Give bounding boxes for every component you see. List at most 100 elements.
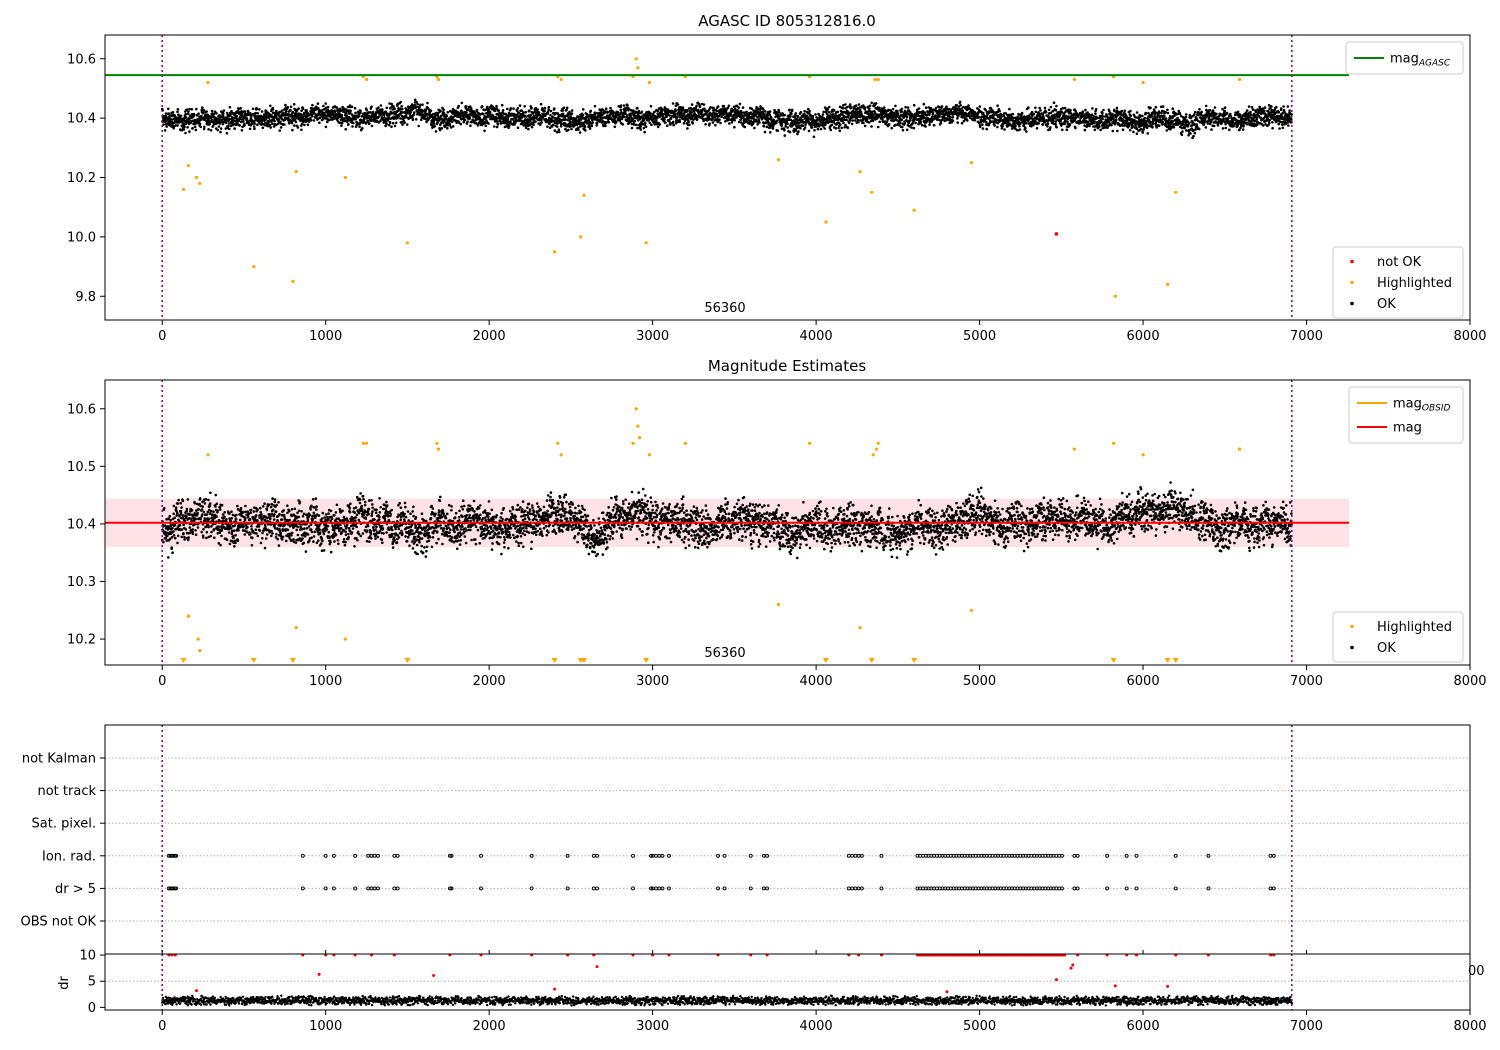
ok-point	[1047, 108, 1051, 112]
ok-point	[719, 121, 722, 125]
ok-point	[753, 126, 756, 130]
ok-point	[553, 107, 556, 110]
ok-point	[922, 102, 926, 106]
ok-point	[1129, 109, 1132, 113]
ok-point	[372, 116, 376, 119]
ok-point	[167, 112, 171, 115]
ok-point	[711, 121, 715, 124]
ok-point	[691, 122, 694, 125]
ok-point	[967, 104, 970, 107]
ok-point	[260, 110, 264, 113]
ok-point	[832, 121, 836, 124]
ok-point	[669, 123, 672, 126]
ok-point	[862, 121, 865, 125]
ok-point	[863, 124, 867, 128]
ok-point	[202, 109, 206, 112]
ok-point	[1027, 106, 1030, 110]
ok-point	[900, 118, 903, 122]
ok-point	[164, 112, 168, 115]
ok-point	[788, 130, 792, 134]
ok-point	[322, 104, 325, 108]
ok-point	[390, 125, 393, 129]
ok-point	[844, 123, 847, 127]
ok-point	[993, 124, 996, 127]
ok-point	[1101, 115, 1105, 118]
ok-point	[496, 123, 500, 126]
ok-point	[568, 110, 571, 114]
ok-point	[195, 107, 198, 111]
ok-point	[981, 127, 985, 130]
ok-point	[891, 107, 895, 111]
ok-point	[419, 103, 422, 107]
ok-point	[368, 122, 371, 125]
ok-point	[847, 121, 851, 124]
ok-point	[457, 104, 461, 108]
ok-point	[207, 128, 210, 131]
ok-point	[500, 103, 504, 107]
ok-point	[360, 114, 364, 118]
ok-point	[771, 125, 775, 128]
ok-point	[714, 123, 717, 127]
ok-point	[797, 121, 801, 125]
ok-point	[388, 121, 392, 124]
ok-point	[849, 105, 853, 109]
ok-point	[1121, 128, 1125, 131]
ok-point	[874, 102, 878, 105]
ok-point	[164, 114, 168, 118]
ok-point	[252, 125, 256, 128]
ok-point	[229, 124, 233, 128]
ok-point	[193, 125, 197, 129]
ok-point	[829, 128, 833, 132]
ok-point	[718, 118, 721, 121]
ok-point	[590, 124, 594, 128]
ok-point	[264, 117, 268, 121]
ok-point	[184, 131, 187, 135]
ok-point	[401, 123, 404, 126]
ok-point	[898, 121, 902, 124]
ok-point	[226, 124, 230, 128]
ok-point	[743, 125, 747, 129]
ok-point	[199, 125, 203, 129]
ok-point	[786, 126, 789, 129]
ok-point	[604, 124, 607, 128]
ok-point	[904, 105, 907, 109]
ok-point	[870, 125, 873, 128]
ok-point	[769, 116, 773, 119]
ok-point	[1098, 125, 1101, 129]
ok-point	[429, 109, 433, 112]
ok-point	[316, 102, 320, 105]
ok-point	[384, 110, 388, 113]
ok-point	[393, 107, 396, 111]
ok-point	[626, 104, 629, 107]
ok-point	[620, 117, 624, 121]
ok-point	[240, 129, 244, 132]
ok-point	[1123, 109, 1126, 113]
ok-point	[593, 104, 597, 108]
ok-point	[1115, 106, 1119, 110]
ok-point	[294, 120, 298, 124]
ok-point	[221, 122, 225, 126]
ok-point	[540, 121, 543, 124]
ok-point	[1100, 120, 1103, 124]
ok-point	[199, 118, 202, 122]
ok-point	[844, 103, 847, 106]
ok-point	[1152, 122, 1155, 126]
ok-point	[248, 127, 252, 131]
ok-point	[643, 130, 646, 134]
ok-point	[567, 128, 570, 132]
ok-point	[566, 118, 569, 122]
ok-point	[272, 125, 276, 128]
ok-point	[951, 116, 955, 119]
ok-point	[905, 115, 909, 119]
ok-point	[371, 110, 375, 114]
ok-point	[553, 129, 557, 132]
ok-point	[966, 119, 969, 122]
ok-point	[878, 120, 881, 124]
ok-point	[442, 111, 446, 115]
ok-point	[588, 127, 592, 130]
ok-point	[421, 103, 424, 106]
ok-point	[446, 111, 450, 114]
ok-point	[540, 118, 543, 122]
ok-point	[733, 118, 736, 122]
ok-point	[381, 108, 384, 111]
